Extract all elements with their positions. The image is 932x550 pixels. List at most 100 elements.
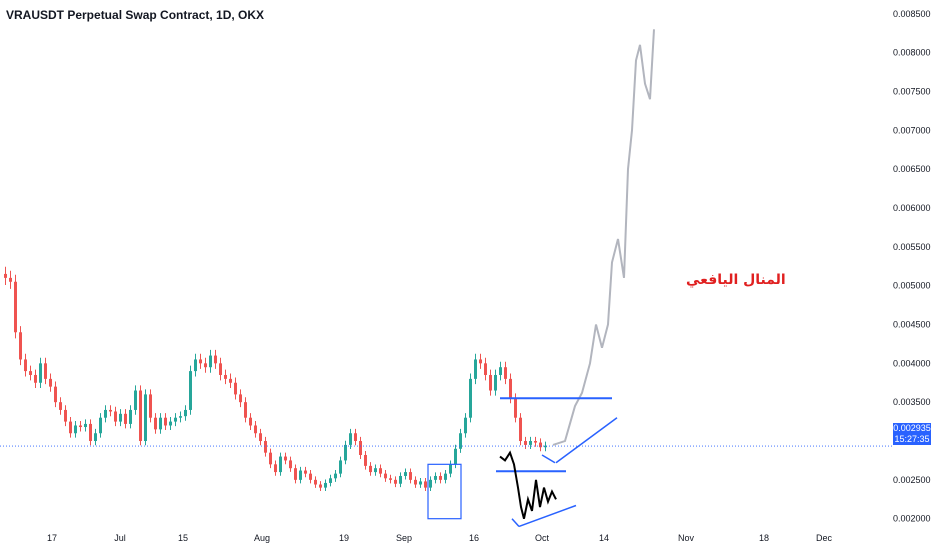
candle-body: [44, 363, 47, 379]
candle-body: [344, 444, 347, 461]
candle-body: [49, 378, 52, 387]
bar-countdown: 15:27:35: [894, 434, 930, 444]
wedge-left-line: [541, 454, 556, 464]
candle-body: [184, 409, 187, 417]
candle-body: [169, 421, 172, 426]
candle-body: [154, 417, 157, 430]
candle-body: [39, 363, 42, 383]
candle-body: [14, 281, 17, 333]
candle-body: [114, 411, 117, 422]
candle-body: [269, 452, 272, 465]
y-tick-label: 0.005500: [893, 242, 931, 252]
candle-body: [189, 371, 192, 410]
time-axis[interactable]: 17 Jul 15 Aug 19 Sep 16 Oct 14 Nov 18 Dec: [47, 533, 833, 543]
x-tick-label: Nov: [678, 533, 695, 543]
candle-body: [419, 481, 422, 485]
y-tick-label: 0.006500: [893, 164, 931, 174]
candle-body: [399, 475, 402, 484]
candle-body: [499, 367, 502, 375]
candle-body: [309, 473, 312, 480]
x-tick-label: 14: [599, 533, 609, 543]
candle-body: [369, 465, 372, 473]
candle-body: [504, 367, 507, 379]
candle-body: [464, 417, 467, 434]
candle-body: [489, 374, 492, 391]
candle-body: [394, 479, 397, 484]
candle-body: [459, 433, 462, 449]
candle-body: [119, 413, 122, 422]
last-price-value: 0.002935: [893, 423, 931, 433]
y-tick-label: 0.003500: [893, 397, 931, 407]
drawings-layer: [0, 29, 893, 528]
candle-body: [229, 378, 232, 383]
candle-body: [299, 470, 302, 480]
candle-body: [284, 456, 287, 461]
candle-body: [124, 413, 127, 424]
candle-body: [59, 402, 62, 410]
candle-body: [209, 355, 212, 368]
candle-body: [9, 277, 12, 282]
author-annotation: المنال اليافعي: [686, 272, 786, 288]
candle-body: [179, 416, 182, 418]
x-tick-label: 15: [178, 533, 188, 543]
candle-body: [349, 433, 352, 445]
price-axis[interactable]: 0.0020000.0025000.0030000.0035000.004000…: [893, 9, 931, 524]
candle-body: [244, 402, 247, 418]
candle-body: [69, 421, 72, 434]
candle-body: [274, 464, 277, 473]
y-tick-label: 0.002500: [893, 475, 931, 485]
candle-body: [319, 484, 322, 488]
candle-body: [519, 417, 522, 442]
y-tick-label: 0.007500: [893, 86, 931, 96]
candle-body: [474, 359, 477, 379]
candle-body: [134, 390, 137, 410]
candle-body: [314, 479, 317, 485]
candle-body: [94, 433, 97, 442]
candle-body: [259, 433, 262, 442]
accumulation-box: [427, 463, 462, 520]
candle-body: [224, 374, 227, 379]
y-tick-label: 0.004500: [893, 319, 931, 329]
candle-body: [279, 456, 282, 473]
fractal-trend-line: [518, 504, 577, 528]
fractal-path: [499, 450, 557, 519]
candle-body: [24, 359, 27, 372]
candle-body: [359, 441, 362, 455]
y-tick-label: 0.007000: [893, 125, 931, 135]
candle-body: [544, 445, 547, 448]
candle-body: [354, 433, 357, 442]
candle-body: [254, 425, 257, 434]
candle-body: [19, 332, 22, 360]
chart-title: VRAUSDT Perpetual Swap Contract, 1D, OKX: [6, 8, 265, 22]
candle-body: [494, 374, 497, 391]
x-tick-label: 18: [759, 533, 769, 543]
candle-body: [204, 363, 207, 368]
candle-body: [439, 475, 442, 480]
candle-body: [469, 378, 472, 418]
x-tick-label: Dec: [816, 533, 833, 543]
candle-body: [64, 409, 67, 422]
candle-body: [479, 359, 482, 364]
x-tick-label: Jul: [114, 533, 126, 543]
candle-body: [139, 390, 142, 442]
candle-body: [89, 423, 92, 442]
candle-body: [529, 441, 532, 445]
candle-body: [539, 442, 542, 448]
candle-body: [74, 425, 77, 434]
wedge-upper-line: [555, 417, 618, 464]
candle-body: [289, 460, 292, 469]
candle-body: [174, 417, 177, 422]
y-tick-label: 0.008500: [893, 9, 931, 19]
candle-body: [389, 478, 392, 480]
y-tick-label: 0.002000: [893, 514, 931, 524]
candle-body: [79, 425, 82, 428]
candle-body: [374, 468, 377, 473]
candle-body: [264, 441, 267, 453]
candle-body: [234, 382, 237, 395]
x-tick-label: Aug: [254, 533, 270, 543]
candle-body: [509, 378, 512, 399]
candle-body: [149, 394, 152, 418]
candle-body: [219, 363, 222, 375]
candle-body: [159, 417, 162, 430]
